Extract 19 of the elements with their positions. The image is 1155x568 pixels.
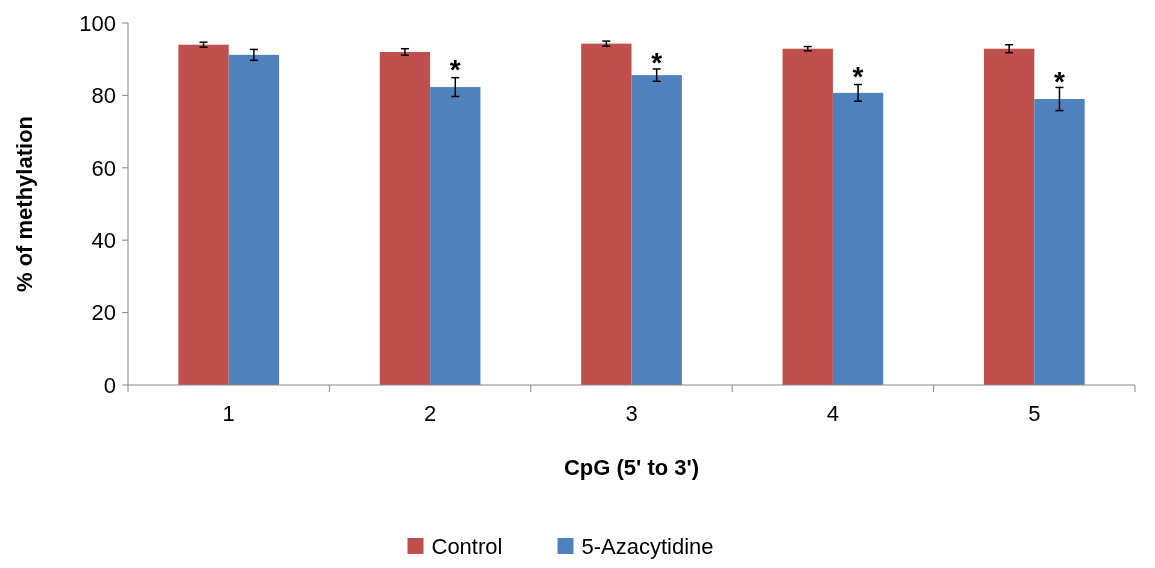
x-tick-label: 4	[826, 401, 840, 426]
y-tick-label: 80	[91, 83, 116, 109]
y-tick-label: 100	[79, 10, 116, 36]
x-tick-label: 5	[1028, 401, 1041, 426]
y-tick-label: 20	[91, 300, 116, 326]
x-tick-label: 3	[625, 401, 638, 426]
x-axis-title: CpG (5' to 3')	[563, 455, 700, 480]
legend-label: 5-Azacytidine	[581, 533, 714, 559]
annotation: *	[651, 46, 663, 78]
y-tick-label: 40	[91, 227, 116, 253]
annotation: *	[852, 61, 864, 93]
x-tick-label: 2	[423, 401, 437, 426]
annotation: *	[1054, 66, 1066, 98]
y-tick-label: 0	[103, 372, 116, 398]
x-tick-label: 1	[222, 401, 235, 426]
y-axis-title: % of methylation	[12, 115, 37, 293]
y-tick-label: 60	[91, 155, 116, 181]
annotation: *	[449, 53, 461, 85]
legend-label: Control	[431, 533, 503, 559]
